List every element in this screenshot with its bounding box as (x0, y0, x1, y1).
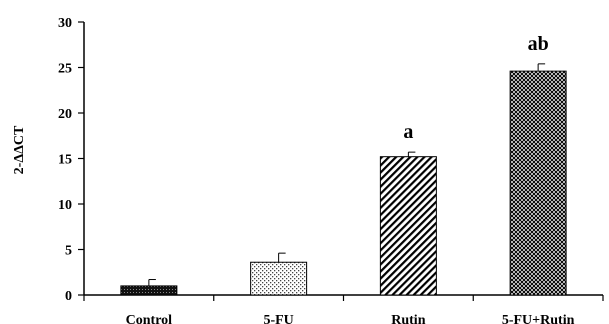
bar-5-fu (250, 261, 308, 296)
y-tick-label: 0 (65, 289, 72, 304)
annotations: a ab (403, 33, 548, 143)
y-axis-title: 2-ΔΔCT (12, 125, 27, 174)
bars (120, 70, 567, 296)
x-category-label: 5-FU+Rutin (502, 313, 575, 324)
y-tick-label: 5 (65, 244, 72, 259)
y-tick-label: 25 (58, 62, 72, 77)
y-axis: 0 5 10 15 20 25 30 (58, 16, 85, 304)
significance-label: ab (528, 33, 549, 55)
error-bars (148, 63, 546, 286)
y-tick-label: 15 (58, 153, 72, 168)
bar-rutin (379, 156, 437, 296)
x-category-label: 5-FU (263, 313, 293, 324)
x-category-label: Rutin (391, 313, 425, 324)
x-category-label: Control (126, 313, 173, 324)
y-tick-label: 10 (58, 198, 72, 213)
bar-5-fu-rutin (509, 70, 567, 296)
significance-label: a (403, 121, 413, 143)
y-tick-label: 30 (58, 16, 72, 31)
y-tick-label: 20 (58, 107, 72, 122)
bar-control (120, 285, 178, 296)
x-axis: Control 5-FU Rutin 5-FU+Rutin (83, 294, 604, 324)
